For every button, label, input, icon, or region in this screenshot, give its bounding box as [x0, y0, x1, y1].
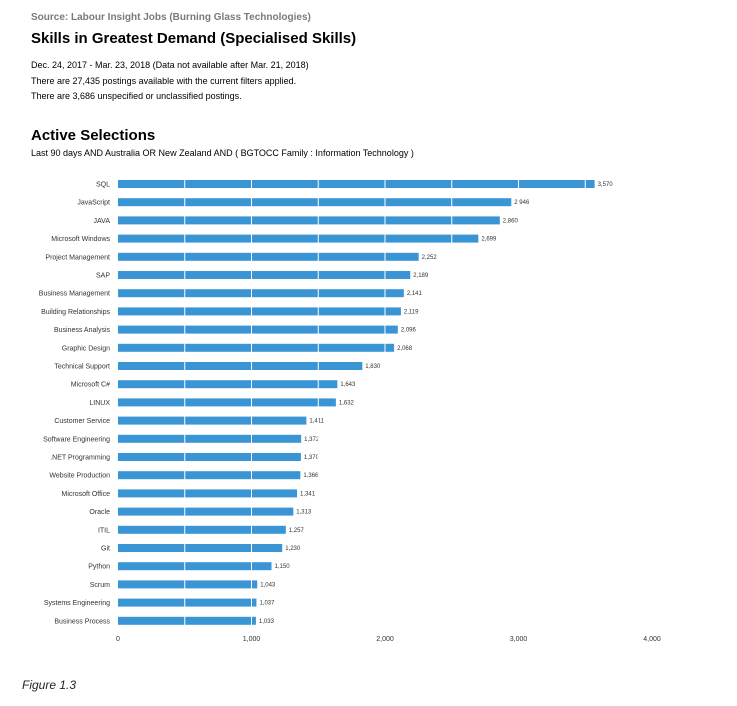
category-label: JavaScript: [77, 200, 110, 207]
category-label: Building Relationships: [41, 309, 110, 316]
bar: [118, 598, 257, 607]
category-label: Customer Service: [54, 418, 110, 425]
bar: [118, 471, 301, 480]
category-label: Systems Engineering: [44, 600, 110, 607]
bar: [118, 307, 401, 316]
bar: [118, 562, 272, 571]
category-label: Graphic Design: [62, 345, 110, 352]
unspecified-count-text: There are 3,686 unspecified or unclassif…: [31, 91, 242, 101]
bar: [118, 489, 298, 498]
value-label: 1,643: [340, 382, 356, 388]
category-label: Microsoft Windows: [51, 236, 110, 243]
bar: [118, 380, 338, 389]
value-label: 1,230: [285, 546, 301, 552]
active-selections-filters: Last 90 days AND Australia OR New Zealan…: [31, 148, 414, 158]
value-label: 1,632: [339, 400, 355, 406]
category-label: LINUX: [89, 400, 110, 407]
value-label: 1,341: [300, 491, 316, 497]
active-selections-title: Active Selections: [31, 127, 156, 144]
category-label: Microsoft C#: [71, 382, 110, 389]
skills-bar-chart: SQL 3,570 JavaScript 2,946 JAVA 2,860 Microsof…: [39, 178, 661, 643]
bar: [118, 580, 258, 589]
bar: [118, 271, 411, 279]
x-tick-label: 0: [116, 636, 120, 643]
value-label: 1,257: [289, 528, 305, 534]
category-label: JAVA: [94, 218, 111, 225]
value-label: 1,366: [303, 473, 319, 479]
category-label: SAP: [96, 273, 110, 280]
value-label: 2,068: [397, 346, 413, 352]
category-label: Business Analysis: [54, 327, 111, 334]
category-label: Software Engineering: [43, 436, 110, 443]
postings-count-text: There are 27,435 postings available with…: [31, 75, 297, 86]
bar: [118, 453, 301, 461]
category-label: Business Management: [39, 291, 110, 298]
bar: [118, 525, 286, 534]
figure-caption: Figure 1.3: [22, 678, 77, 692]
bar: [118, 325, 398, 334]
bar: [118, 398, 336, 407]
value-label: 1,370: [304, 455, 320, 461]
bar: [118, 252, 419, 261]
value-label: 1,033: [259, 619, 275, 625]
x-tick-label: 3,000: [510, 636, 528, 643]
bar: [118, 198, 512, 207]
category-label: Business Process: [54, 618, 110, 625]
value-label: 2,252: [422, 255, 438, 261]
category-label: Scrum: [90, 582, 110, 589]
category-label: SQL: [96, 182, 110, 189]
bar: [118, 434, 302, 443]
category-label: .NET Programming: [50, 455, 110, 462]
bar: [118, 544, 283, 552]
category-label: Website Production: [49, 473, 110, 480]
value-label: 1,372: [304, 437, 320, 443]
report-info: Dec. 24, 2017 - Mar. 23, 2018 (Data not …: [31, 58, 309, 105]
value-label: 1,037: [259, 601, 275, 607]
value-label: 1,150: [275, 564, 291, 570]
value-label: 2,946: [514, 200, 530, 206]
bar: [118, 180, 595, 188]
bar: [118, 216, 500, 225]
x-tick-label: 4,000: [643, 636, 661, 643]
source-note: Source: Labour Insight Jobs (Burning Gla…: [31, 12, 311, 23]
bar: [118, 234, 479, 243]
value-label: 2,119: [404, 309, 419, 315]
value-label: 1,313: [296, 510, 312, 516]
value-label: 2,189: [413, 273, 429, 279]
category-label: Microsoft Office: [62, 491, 111, 498]
bar: [118, 416, 307, 425]
value-label: 1,411: [309, 419, 324, 425]
bar: [118, 289, 404, 298]
value-label: 1,043: [260, 582, 276, 588]
value-label: 2,141: [407, 291, 423, 297]
category-label: Python: [88, 564, 110, 571]
value-label: 1,830: [365, 364, 381, 370]
category-label: ITIL: [98, 527, 110, 534]
bar: [118, 362, 363, 370]
value-label: 3,570: [598, 182, 614, 188]
category-label: Project Management: [45, 254, 110, 261]
value-label: 2,860: [503, 218, 519, 224]
category-label: Git: [101, 546, 110, 553]
bar: [118, 616, 256, 625]
bar: [118, 343, 395, 352]
page-title: Skills in Greatest Demand (Specialised S…: [31, 30, 357, 47]
x-tick-label: 1,000: [243, 636, 261, 643]
value-label: 2,096: [401, 328, 417, 334]
category-label: Oracle: [89, 509, 110, 516]
bar: [118, 507, 294, 516]
x-tick-label: 2,000: [376, 636, 394, 643]
category-label: Technical Support: [54, 364, 110, 371]
date-range-text: Dec. 24, 2017 - Mar. 23, 2018 (Data not …: [31, 60, 309, 70]
value-label: 2,699: [481, 237, 497, 243]
